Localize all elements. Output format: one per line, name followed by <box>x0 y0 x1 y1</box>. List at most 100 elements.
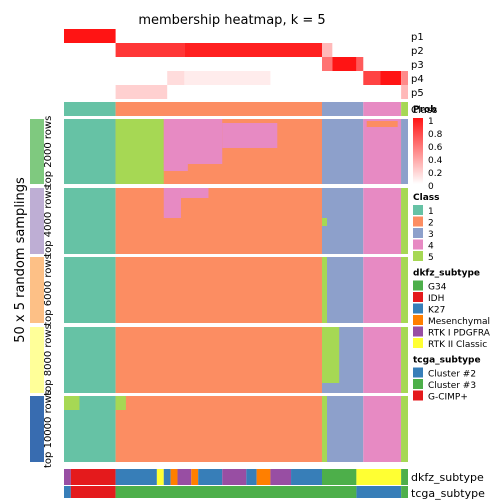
legend-item-label: RTK I PDGFRA <box>428 329 491 339</box>
sampling-cell <box>322 218 327 226</box>
legend-swatch <box>413 205 423 215</box>
dkfz-subtype-cell <box>115 469 157 485</box>
sampling-cell <box>180 188 209 198</box>
class-row-cell <box>64 102 116 116</box>
chart-title: membership heatmap, k = 5 <box>138 13 325 28</box>
sampling-cell <box>64 188 116 254</box>
class-row-cell <box>322 102 364 116</box>
sampling-cell <box>222 123 278 148</box>
tcga-subtype-cell <box>322 486 357 498</box>
dkfz-subtype-cell <box>163 469 171 485</box>
row-group-bar <box>30 257 44 323</box>
dkfz-subtype-cell <box>291 469 322 485</box>
membership-cell <box>167 71 185 85</box>
class-row-cell <box>363 102 402 116</box>
legend-swatch <box>413 338 423 348</box>
sampling-cell <box>163 163 188 171</box>
tcga-subtype-cell <box>356 486 402 498</box>
legend-swatch <box>413 326 423 337</box>
sampling-cell <box>363 188 402 254</box>
tcga-subtype-cell <box>401 486 408 498</box>
sampling-cell <box>322 119 364 184</box>
sampling-cell <box>115 119 164 184</box>
class-row-cell <box>401 102 408 116</box>
legend-item-label: G-CIMP+ <box>428 393 468 403</box>
dkfz-subtype-cell <box>246 469 257 485</box>
sampling-cell <box>322 396 327 462</box>
membership-row-label: p1 <box>411 32 424 43</box>
legend-swatch <box>413 280 423 291</box>
legend-swatch <box>413 367 423 378</box>
legend-item-label: Cluster #2 <box>428 370 476 380</box>
sampling-cell <box>322 327 340 383</box>
membership-row-label: p4 <box>411 74 424 85</box>
dkfz-subtype-cell <box>70 469 116 485</box>
legend-swatch <box>413 228 423 238</box>
legend-swatch <box>413 379 423 389</box>
membership-row-label: p2 <box>411 46 424 57</box>
legend-item-label: IDH <box>428 294 444 304</box>
legend-item-label: G34 <box>428 283 447 293</box>
sampling-cell <box>363 396 402 462</box>
colorbar-tick-label: 0.4 <box>428 156 443 166</box>
membership-row-label: p5 <box>411 88 424 99</box>
legend-item-label: 5 <box>428 253 434 263</box>
sampling-cell <box>363 119 402 184</box>
colorbar-tick-label: 1 <box>428 117 434 127</box>
dkfz-subtype-cell <box>198 469 223 485</box>
row-group-bar <box>30 396 44 462</box>
tcga-subtype-cell <box>64 486 71 498</box>
membership-cell <box>380 71 402 85</box>
dkfz-subtype-cell <box>170 469 178 485</box>
membership-cell <box>401 85 408 99</box>
membership-cell <box>115 43 185 57</box>
colorbar-tick-label: 0.2 <box>428 169 442 179</box>
legend-title: Class <box>413 193 439 203</box>
colorbar-tick-label: 0.8 <box>428 130 443 140</box>
membership-cell <box>322 43 333 57</box>
colorbar-title: Prob <box>413 105 437 115</box>
sampling-cell <box>115 327 322 393</box>
legend-item-label: 4 <box>428 242 434 252</box>
membership-cell <box>401 71 408 85</box>
sampling-cell <box>401 188 408 254</box>
tcga-subtype-cell <box>70 486 116 498</box>
class-row-cell <box>115 102 322 116</box>
row-group-label: top 2000 rows <box>43 116 54 188</box>
sampling-cell <box>115 188 322 254</box>
sampling-cell <box>322 257 327 323</box>
membership-cell <box>184 43 322 57</box>
legend-item-label: 1 <box>428 207 434 217</box>
sampling-cell <box>401 257 408 323</box>
dkfz-subtype-cell <box>256 469 271 485</box>
dkfz-subtype-cell <box>191 469 199 485</box>
sampling-cell <box>322 396 364 462</box>
membership-cell <box>322 57 333 71</box>
class-row-label: Class <box>411 105 437 116</box>
dkfz-subtype-cell <box>222 469 247 485</box>
membership-cell <box>356 57 364 71</box>
row-group-bar <box>30 119 44 184</box>
colorbar <box>413 118 423 184</box>
colorbar-tick-label: 0 <box>428 182 434 192</box>
dkfz-subtype-cell <box>64 469 71 485</box>
row-group-label: top 4000 rows <box>43 185 54 257</box>
sampling-cell <box>115 396 322 462</box>
membership-cell <box>363 71 381 85</box>
bottom-track-label: dkfz_subtype <box>411 471 484 484</box>
sampling-cell <box>363 327 402 393</box>
membership-row-label: p3 <box>411 60 424 71</box>
dkfz-subtype-cell <box>322 469 357 485</box>
membership-cell <box>64 29 116 43</box>
sampling-cell <box>401 396 408 462</box>
legend-item-label: Cluster #3 <box>428 381 476 391</box>
sampling-cell <box>64 257 116 323</box>
membership-row-bg <box>64 29 408 43</box>
sampling-cell <box>115 257 322 323</box>
sampling-cell <box>163 188 181 218</box>
sampling-cell <box>115 396 126 410</box>
legend-swatch <box>413 390 423 401</box>
legend-swatch <box>413 216 423 227</box>
legend-item-label: Mesenchymal <box>428 317 490 327</box>
